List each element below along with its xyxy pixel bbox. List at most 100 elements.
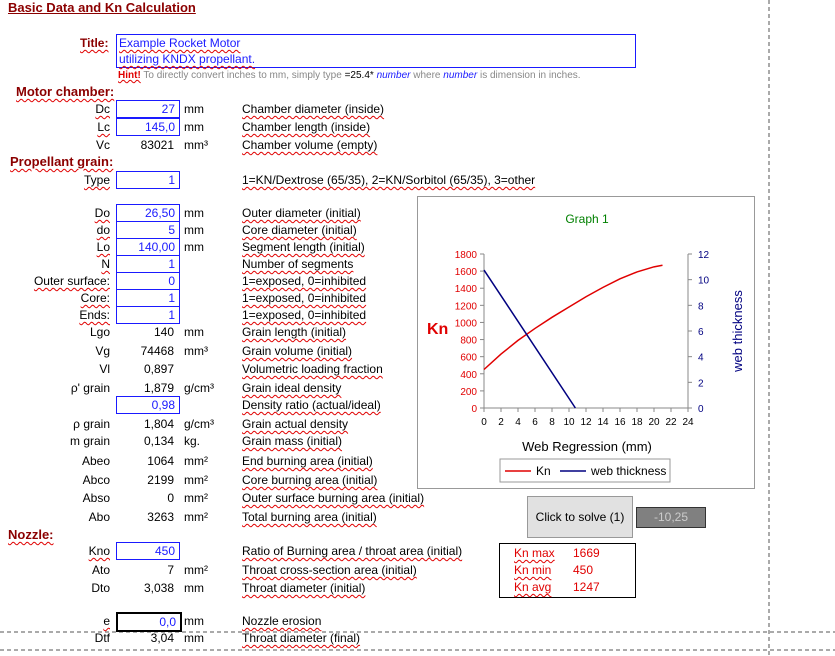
description: Total burning area (initial) [242,510,377,524]
unit: mm [184,614,204,628]
unit: mm [184,206,204,220]
description: 1=KN/Dextrose (65/35), 2=KN/Sorbitol (65… [242,173,536,187]
description: End burning area (initial) [242,454,373,468]
description: Chamber volume (empty) [242,138,378,152]
x-axis-label: Web Regression (mm) [522,439,652,454]
x-tick-label: 14 [597,417,609,428]
value-cell: 0 [167,491,174,505]
description: Grain ideal density [242,381,342,395]
kn-label: Kn avg [514,580,552,594]
input-cell[interactable]: 1 [116,289,180,307]
description: 1=exposed, 0=inhibited [242,308,367,322]
input-cell[interactable]: 1 [116,255,180,273]
x-tick-label: 2 [498,417,504,428]
input-cell[interactable]: 27 [116,100,180,118]
description: Grain actual density [242,417,349,431]
symbol: Ends: [79,308,110,322]
description: Throat diameter (final) [242,631,361,645]
solve-result: -10,25 [636,507,706,528]
x-tick-label: 20 [648,417,660,428]
input-cell[interactable]: 0 [116,272,180,290]
y2-tick-label: 0 [698,404,704,415]
value-cell: 0,897 [143,362,174,376]
value-cell: 3,038 [143,581,174,595]
x-tick-label: 6 [532,417,538,428]
value-cell: 0,134 [143,434,174,448]
symbol: Dtf [94,631,110,645]
y2-tick-label: 8 [698,301,704,312]
unit: mm² [184,454,208,468]
x-tick-label: 16 [614,417,626,428]
sheet-title: Basic Data and Kn Calculation [8,0,196,15]
input-cell[interactable]: 140,00 [116,238,180,256]
input-cell[interactable]: 0,98 [116,396,180,414]
hint-text: number [376,70,411,81]
unit: mm [184,102,204,116]
symbol: m grain [69,434,110,448]
symbol: Abeo [81,454,110,468]
y-tick-label: 1000 [455,318,478,329]
unit: mm [184,240,204,254]
kn-summary: Kn max 1669 Kn min 450 Kn avg 1247 [499,543,636,598]
description: 1=exposed, 0=inhibited [242,291,367,305]
x-tick-label: 8 [549,417,555,428]
value-cell: 3,04 [150,631,174,645]
section-heading: Nozzle: [8,527,54,542]
symbol: Vl [99,362,110,376]
section-heading: Propellant grain: [10,154,114,169]
hint-text: where [413,70,441,81]
input-cell[interactable]: 5 [116,221,180,239]
hint-label: Hint! [118,70,141,81]
symbol: Core: [80,291,110,305]
symbol: Type [83,173,110,187]
description: Grain length (initial) [242,325,347,339]
unit: g/cm³ [184,417,214,431]
symbol: Ato [91,563,110,577]
series-line [483,264,663,371]
x-tick-label: 0 [481,417,487,428]
chart: Graph 10 2 4 6 8 10 12 14 16 18 20 22 24020040060080… [417,196,755,489]
description: Outer surface burning area (initial) [242,491,425,505]
hint-text: To directly convert inches to mm, simply… [143,70,342,81]
x-tick-label: 22 [665,417,677,428]
unit: kg. [184,434,201,448]
value-cell: 1,879 [143,381,174,395]
unit: mm² [184,491,208,505]
description: Core burning area (initial) [242,473,378,487]
description: Ratio of Burning area / throat area (ini… [242,544,463,558]
description: 1=exposed, 0=inhibited [242,274,367,288]
hint: Hint! To directly convert inches to mm, … [118,68,581,84]
hint-text: =25.4* [344,70,374,81]
value-cell: 74468 [140,344,174,358]
description: Grain volume (initial) [242,344,353,358]
description: Chamber diameter (inside) [242,102,385,116]
kn-label: Kn min [514,563,552,577]
value-cell: 140 [153,325,174,339]
kn-value: 1247 [573,580,600,594]
x-tick-label: 24 [682,417,694,428]
solve-button[interactable]: Click to solve (1) [527,496,633,538]
description: Throat diameter (initial) [242,581,366,595]
symbol: ρ grain [73,417,110,431]
symbol: Outer surface: [33,274,110,288]
title-input[interactable]: Example Rocket Motor utilizing KNDX prop… [116,34,636,68]
description: Chamber length (inside) [242,120,371,134]
y-tick-label: 1400 [455,284,478,295]
x-tick-label: 12 [580,417,592,428]
legend-label: web thickness [590,464,666,478]
input-cell[interactable]: 145,0 [116,118,180,136]
description: Nozzle erosion [242,614,322,628]
input-cell[interactable]: 1 [116,171,180,189]
x-tick-label: 18 [631,417,643,428]
description: Number of segments [242,257,354,271]
input-cell[interactable]: 26,50 [116,204,180,222]
input-cell[interactable]: 1 [116,306,180,324]
input-cell[interactable]: 0,0 [116,612,182,632]
value-cell: 2199 [147,473,174,487]
section-heading: Motor chamber: [16,84,115,99]
input-cell[interactable]: 450 [116,542,180,560]
value-cell: 83021 [140,138,174,152]
unit: g/cm³ [184,381,214,395]
